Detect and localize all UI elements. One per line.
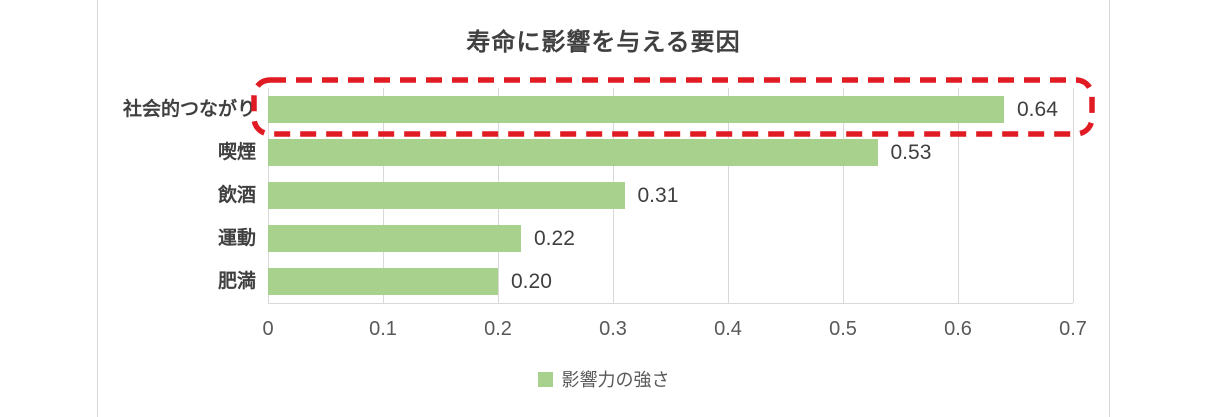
value-label: 0.64 [1017, 98, 1058, 121]
x-tick-label: 0.2 [484, 318, 512, 340]
x-tick-label: 0 [262, 318, 274, 340]
x-tick-label: 0.6 [944, 318, 972, 340]
category-label: 運動 [217, 228, 256, 249]
category-label: 飲酒 [217, 185, 256, 206]
x-tick-label: 0.1 [369, 318, 397, 340]
value-label: 0.31 [637, 184, 679, 207]
gridline [728, 88, 729, 303]
category-label: 社会的つながり [122, 99, 256, 120]
bar [268, 225, 521, 252]
x-tick-label: 0.4 [714, 318, 742, 340]
x-tick-label: 0.3 [599, 318, 627, 340]
legend: 影響力の強さ [98, 366, 1109, 392]
legend-swatch-icon [537, 371, 553, 387]
bar [268, 139, 878, 166]
gridline [958, 88, 959, 303]
bar [268, 96, 1004, 123]
bar [268, 182, 625, 209]
x-tick-label: 0.5 [829, 318, 857, 340]
value-label: 0.20 [511, 270, 552, 293]
category-label: 肥満 [217, 271, 256, 292]
chart-title: 寿命に影響を与える要因 [466, 29, 741, 56]
x-tick-label: 0.7 [1059, 318, 1087, 340]
chart-container: 寿命に影響を与える要因 社会的つながり 0.64 喫煙 0.53 飲酒 0.31 運動 0.2… [97, 0, 1110, 417]
gridline [843, 88, 844, 303]
gridline [1073, 88, 1074, 303]
x-axis-line [268, 303, 1073, 304]
value-label: 0.22 [534, 227, 575, 250]
plot-area: 社会的つながり 0.64 喫煙 0.53 飲酒 0.31 運動 0.22 肥満 0.20 0 0.1 0… [98, 0, 1109, 417]
value-label: 0.53 [890, 141, 932, 164]
category-label: 喫煙 [217, 142, 256, 163]
legend-label: 影響力の強さ [561, 370, 670, 390]
bar [268, 268, 498, 295]
